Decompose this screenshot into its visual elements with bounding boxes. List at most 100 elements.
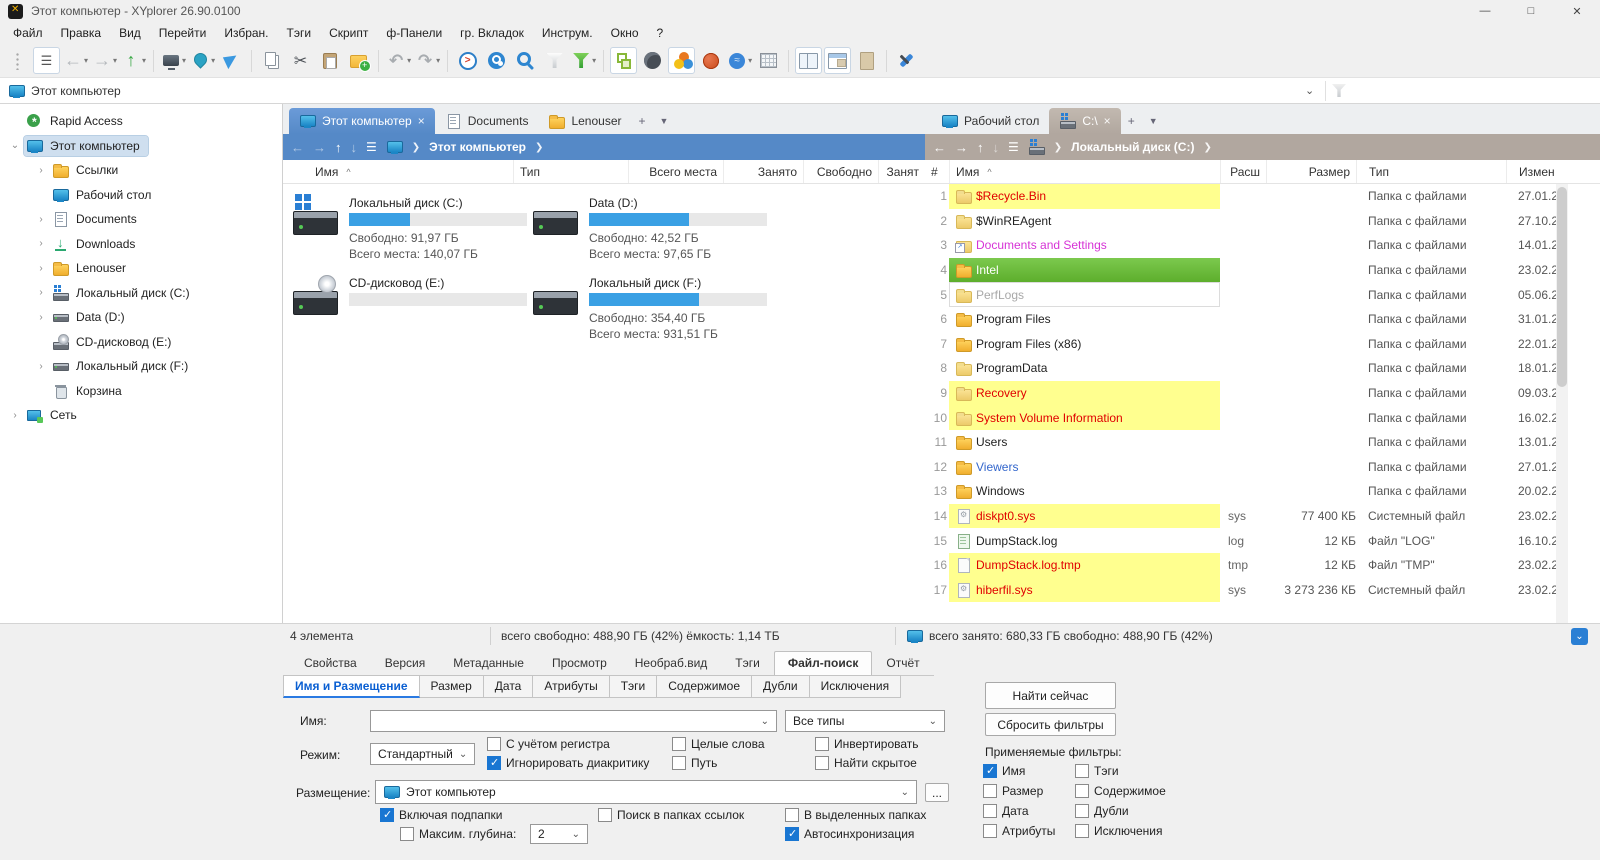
close-button[interactable]: ✕: [1572, 5, 1582, 18]
autosync-checkbox[interactable]: Автосинхронизация: [785, 827, 914, 841]
file-row[interactable]: 9 Recovery Папка с файлами 09.03.2: [925, 380, 1556, 406]
column-header-free[interactable]: Свободно: [803, 160, 878, 183]
crumb-separator[interactable]: ❯: [1203, 141, 1212, 153]
tab-drive-c[interactable]: C:\ ×: [1049, 108, 1121, 134]
expander-icon[interactable]: ›: [39, 213, 43, 225]
menu-item[interactable]: гр. Вкладок: [460, 26, 524, 40]
column-header-index[interactable]: #: [931, 164, 938, 179]
location-pin-button[interactable]: ▾: [189, 47, 216, 74]
live-filter-button[interactable]: [454, 47, 481, 74]
tree-item-lenouser[interactable]: › Lenouser: [0, 256, 282, 281]
drive-tile[interactable]: Локальный диск (F:) Свободно: 354,40 ГБ …: [531, 276, 771, 342]
quick-search-button[interactable]: [483, 47, 510, 74]
toolbar-button[interactable]: [447, 49, 449, 72]
expander-icon[interactable]: ›: [39, 360, 43, 372]
menu-item[interactable]: Окно: [610, 26, 639, 40]
panel-tab[interactable]: Метаданные: [453, 656, 524, 670]
filter-off-button[interactable]: [541, 47, 568, 74]
crumb-separator[interactable]: ❯: [535, 141, 544, 153]
tree-item-cd-e[interactable]: CD-дисковод (E:): [0, 330, 282, 355]
column-header-size[interactable]: Размер: [1266, 160, 1356, 183]
toolbar-button[interactable]: [153, 49, 155, 72]
tags-button[interactable]: [697, 47, 724, 74]
filter-funnel-icon[interactable]: [1332, 84, 1346, 97]
type-select[interactable]: Все типы: [785, 710, 945, 732]
max-depth-checkbox[interactable]: Максим. глубина:: [400, 827, 516, 841]
expander-icon[interactable]: ›: [39, 287, 43, 299]
tree-item-drive-c[interactable]: › Локальный диск (C:): [0, 281, 282, 306]
menu-item[interactable]: Вид: [119, 26, 141, 40]
forward-icon[interactable]: →: [955, 139, 968, 155]
tools-button[interactable]: [893, 47, 920, 74]
expander-icon[interactable]: ›: [39, 164, 43, 176]
preview-button[interactable]: [853, 47, 880, 74]
column-header-name[interactable]: Имя ^: [315, 164, 351, 179]
crumb-menu-icon[interactable]: ☰: [366, 140, 377, 154]
new-tab-button[interactable]: +: [638, 114, 646, 128]
menu-item[interactable]: Файл: [13, 26, 43, 40]
down-icon[interactable]: ↓: [992, 139, 1000, 155]
paste-button[interactable]: [316, 47, 343, 74]
file-row[interactable]: 3 Documents and Settings Папка с файлами…: [925, 233, 1556, 258]
search-subtab[interactable]: Дубли: [752, 675, 810, 698]
name-input[interactable]: [370, 710, 777, 732]
search-subtab[interactable]: Тэги: [609, 675, 658, 698]
tree-item-drive-d[interactable]: › Data (D:): [0, 305, 282, 330]
up-icon[interactable]: ↑: [335, 139, 342, 155]
back-button[interactable]: ▾: [62, 47, 89, 74]
show-desktop-button[interactable]: ▾: [160, 47, 187, 74]
search-subtab[interactable]: Содержимое: [657, 675, 753, 698]
toolbar-button[interactable]: [886, 49, 888, 72]
tree-item-recycle[interactable]: Корзина: [0, 379, 282, 404]
filter-checkbox[interactable]: Тэги: [1075, 764, 1166, 778]
maximize-button[interactable]: □: [1527, 5, 1535, 17]
undo-button[interactable]: ▾: [385, 47, 412, 74]
column-header-name[interactable]: Имя ^: [949, 160, 1220, 183]
filter-checkbox[interactable]: Содержимое: [1075, 784, 1166, 798]
cut-button[interactable]: [287, 47, 314, 74]
toolbar-button[interactable]: [788, 49, 790, 72]
toolbar-button[interactable]: [378, 49, 380, 72]
search-subtab[interactable]: Размер: [419, 675, 484, 698]
search-subtab[interactable]: Дата: [483, 675, 534, 698]
option-checkbox[interactable]: Игнорировать диакритику: [487, 755, 672, 770]
column-header-used-pct[interactable]: Занят: [878, 160, 925, 183]
panel-tab[interactable]: Отчёт: [886, 656, 920, 670]
drive-icon[interactable]: [1028, 139, 1045, 155]
filter-checkbox[interactable]: Дубли: [1075, 804, 1166, 818]
toolbar-button[interactable]: [251, 49, 253, 72]
filter-checkbox[interactable]: Размер: [983, 784, 1075, 798]
filter-on-button[interactable]: ▾: [570, 47, 597, 74]
menu-item[interactable]: Перейти: [158, 26, 207, 40]
option-checkbox[interactable]: Путь: [672, 755, 815, 770]
toolbar-button[interactable]: [603, 49, 605, 72]
forward-button[interactable]: ▾: [91, 47, 118, 74]
file-row[interactable]: 15 DumpStack.log log 12 КБ Файл "LOG" 16…: [925, 528, 1556, 553]
search-subtab[interactable]: Имя и Размещение: [283, 675, 420, 698]
back-icon[interactable]: ←: [933, 139, 946, 155]
address-bar[interactable]: Этот компьютер ⌄: [0, 78, 1600, 104]
menu-item[interactable]: ф-Панели: [386, 26, 443, 40]
panel-tab[interactable]: Версия: [384, 656, 426, 670]
search-link-folders-checkbox[interactable]: Поиск в папках ссылок: [598, 808, 744, 822]
scripts-button[interactable]: ▾: [726, 47, 753, 74]
panel-layout-button[interactable]: [824, 47, 852, 74]
menu-item[interactable]: Тэги: [286, 26, 312, 40]
toolbar-grip[interactable]: [4, 47, 31, 74]
redo-button[interactable]: ▾: [414, 47, 441, 74]
breadcrumb-path[interactable]: Локальный диск (C:): [1071, 140, 1195, 154]
expander-icon[interactable]: ›: [39, 238, 43, 250]
file-row[interactable]: 10 System Volume Information Папка с фай…: [925, 405, 1556, 430]
panel-tab[interactable]: Файл-поиск: [773, 651, 873, 676]
file-row[interactable]: 4 Intel Папка с файлами 23.02.2: [925, 257, 1556, 283]
tree-item-network[interactable]: › Сеть: [0, 403, 282, 428]
option-checkbox[interactable]: Найти скрытое: [815, 755, 919, 770]
filter-checkbox[interactable]: Имя: [983, 764, 1075, 778]
column-header-total[interactable]: Всего места: [628, 160, 723, 183]
browse-button[interactable]: ...: [925, 783, 949, 802]
new-tab-button[interactable]: +: [1127, 114, 1135, 128]
panel-tab[interactable]: Необраб.вид: [634, 656, 708, 670]
panel-tab[interactable]: Тэги: [735, 656, 760, 670]
file-row[interactable]: 14 diskpt0.sys sys 77 400 КБ Системный ф…: [925, 503, 1556, 529]
tree-item-downloads[interactable]: › Downloads: [0, 232, 282, 257]
